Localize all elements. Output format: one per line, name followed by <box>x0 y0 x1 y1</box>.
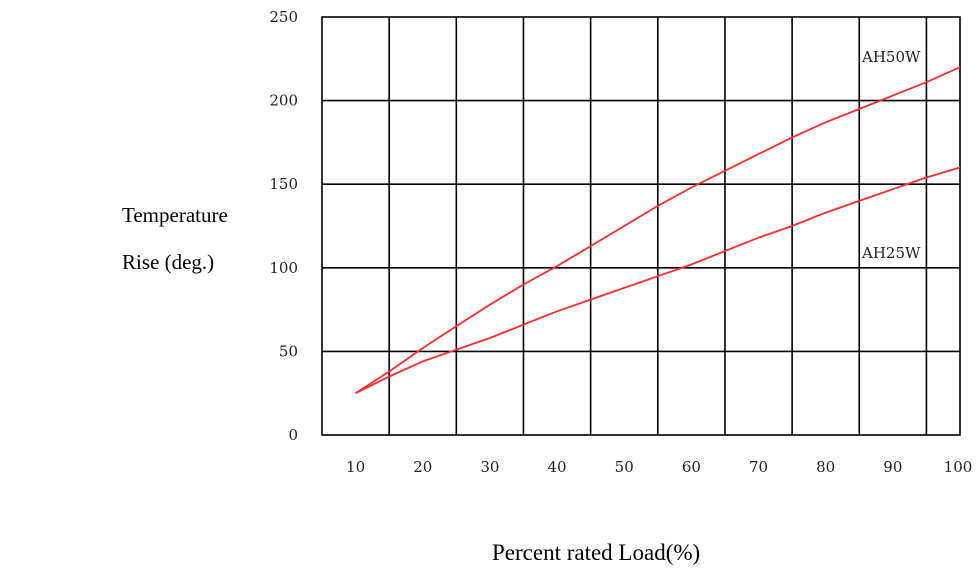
x-tick-label-30: 30 <box>480 458 499 476</box>
y-tick-label-250: 250 <box>269 8 298 26</box>
chart-grid <box>321 16 961 436</box>
y-tick-label-200: 200 <box>269 92 298 110</box>
series-label-ah50w: AH50W <box>861 48 921 66</box>
series-labels: AH50W AH25W <box>861 48 921 262</box>
x-tick-label-40: 40 <box>548 458 567 476</box>
x-tick-label-90: 90 <box>883 458 902 476</box>
x-tick-label-60: 60 <box>682 458 701 476</box>
y-axis-label-line-2: Rise (deg.) <box>122 250 215 274</box>
y-axis-label-line-1: Temperature <box>122 203 228 227</box>
plot-frame <box>321 16 961 436</box>
x-tick-label-50: 50 <box>615 458 634 476</box>
x-tick-label-80: 80 <box>816 458 835 476</box>
x-tick-label-100: 100 <box>944 458 973 476</box>
series-line-ah25w <box>355 166 961 395</box>
y-tick-label-0: 0 <box>288 426 298 444</box>
x-tick-label-10: 10 <box>346 458 365 476</box>
y-tick-label-150: 150 <box>269 175 298 193</box>
x-axis-label: Percent rated Load(%) <box>492 540 701 565</box>
series-line-ah50w <box>355 66 961 394</box>
x-axis-ticks: 10 20 30 40 50 60 70 80 90 100 <box>346 458 972 476</box>
x-tick-label-20: 20 <box>413 458 432 476</box>
series-label-ah25w: AH25W <box>861 244 921 262</box>
y-axis-ticks: 0 50 100 150 200 250 <box>269 8 298 444</box>
x-tick-label-70: 70 <box>749 458 768 476</box>
y-tick-label-100: 100 <box>269 259 298 277</box>
series-lines <box>355 66 961 395</box>
y-tick-label-50: 50 <box>279 342 298 360</box>
